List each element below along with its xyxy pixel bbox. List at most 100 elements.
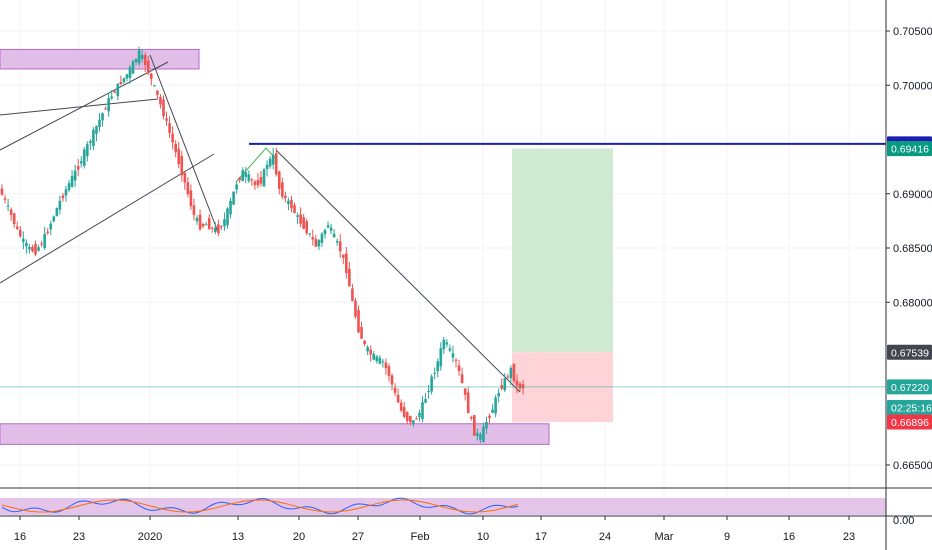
candle-body — [433, 372, 436, 374]
candle-body — [22, 238, 25, 242]
candle-body — [351, 288, 354, 302]
y-tick-label: 0.68500 — [893, 243, 932, 255]
candle-body — [110, 96, 113, 99]
candle-body — [515, 380, 519, 386]
candle-body — [424, 399, 427, 403]
candle-body — [140, 54, 144, 60]
candle-body — [177, 148, 181, 165]
candle-body — [378, 357, 382, 364]
candle-body — [247, 174, 251, 181]
descending-trendline — [275, 149, 521, 393]
candle-body — [366, 347, 369, 352]
candle-body — [274, 153, 278, 175]
candle-body — [18, 229, 22, 237]
stochastic-axis-label: 0.00 — [893, 515, 914, 527]
y-tick-label: 0.70000 — [893, 80, 932, 92]
candle-body — [76, 165, 80, 170]
candle-body — [354, 300, 357, 317]
candle-body — [390, 375, 394, 385]
candle-body — [421, 402, 424, 420]
candle-body — [381, 361, 385, 363]
price-badge — [887, 414, 932, 430]
candle-body — [396, 394, 400, 403]
candle-body — [125, 74, 129, 79]
candle-body — [0, 188, 4, 195]
candle-body — [256, 180, 260, 186]
stochastic-d-line — [1, 499, 519, 513]
candle-body — [229, 200, 232, 215]
support-zone — [0, 423, 550, 445]
candle-body — [320, 233, 324, 243]
candle-body — [134, 58, 138, 62]
drop-trendline — [149, 54, 219, 233]
candle-body — [198, 214, 202, 230]
candle-body — [348, 268, 351, 287]
y-tick-label: 0.68000 — [893, 297, 932, 309]
candle-body — [357, 309, 360, 333]
candle-body — [89, 141, 92, 143]
candle-body — [409, 416, 412, 423]
price-badge-label: 0.67220 — [891, 382, 929, 394]
candle-body — [305, 221, 309, 234]
candle-body — [6, 205, 10, 207]
candle-body — [375, 356, 379, 362]
candle-body — [122, 78, 126, 83]
candle-body — [82, 149, 86, 166]
price-badge-label: 0.69416 — [891, 144, 929, 156]
candle-body — [58, 200, 62, 210]
candle-body — [162, 99, 165, 117]
x-tick-label: 20 — [293, 531, 305, 543]
candle-body — [402, 407, 406, 417]
candle-body — [329, 227, 333, 231]
candle-body — [192, 205, 196, 216]
x-tick-label: Mar — [655, 531, 674, 543]
y-tick-label: 0.66500 — [893, 460, 932, 472]
candle-body — [317, 240, 321, 247]
candle-body — [31, 246, 34, 252]
candle-body — [503, 378, 507, 391]
candle-body — [506, 376, 510, 378]
candle-body — [271, 154, 275, 165]
candle-body — [314, 238, 318, 247]
candle-body — [439, 348, 443, 367]
candle-body — [98, 119, 101, 128]
candle-body — [387, 366, 391, 377]
trendlines — [0, 54, 521, 393]
candle-body — [290, 199, 293, 209]
stochastic-lines — [1, 497, 519, 515]
candle-body — [463, 388, 467, 395]
candle-body — [61, 195, 65, 199]
price-badge-label: 0.66896 — [891, 417, 929, 429]
candle-body — [189, 190, 193, 207]
candle-body — [360, 327, 363, 339]
x-tick-label: 16 — [14, 531, 26, 543]
candle-body — [143, 55, 147, 66]
price-badge — [887, 344, 932, 360]
x-tick-label: 10 — [477, 531, 489, 543]
candle-body — [454, 359, 458, 361]
candle-body — [451, 353, 455, 358]
candle-body — [195, 217, 199, 222]
candle-body — [28, 247, 31, 250]
candle-body — [494, 397, 497, 414]
candle-body — [43, 233, 46, 249]
candle-body — [485, 422, 488, 429]
candle-body — [210, 227, 214, 229]
x-tick-label: 27 — [352, 531, 364, 543]
candle-body — [338, 241, 342, 252]
x-tick-label: 17 — [535, 531, 547, 543]
candle-body — [296, 215, 299, 217]
candle-body — [281, 182, 284, 197]
candle-body — [67, 183, 71, 191]
candle-body — [180, 155, 184, 176]
candle-body — [174, 143, 177, 152]
candle-body — [207, 218, 211, 230]
candle-body — [399, 402, 403, 411]
candle-body — [491, 409, 494, 413]
candle-body — [341, 254, 345, 258]
candle-body — [52, 216, 56, 222]
price-badge — [887, 399, 932, 415]
candles — [0, 46, 525, 444]
